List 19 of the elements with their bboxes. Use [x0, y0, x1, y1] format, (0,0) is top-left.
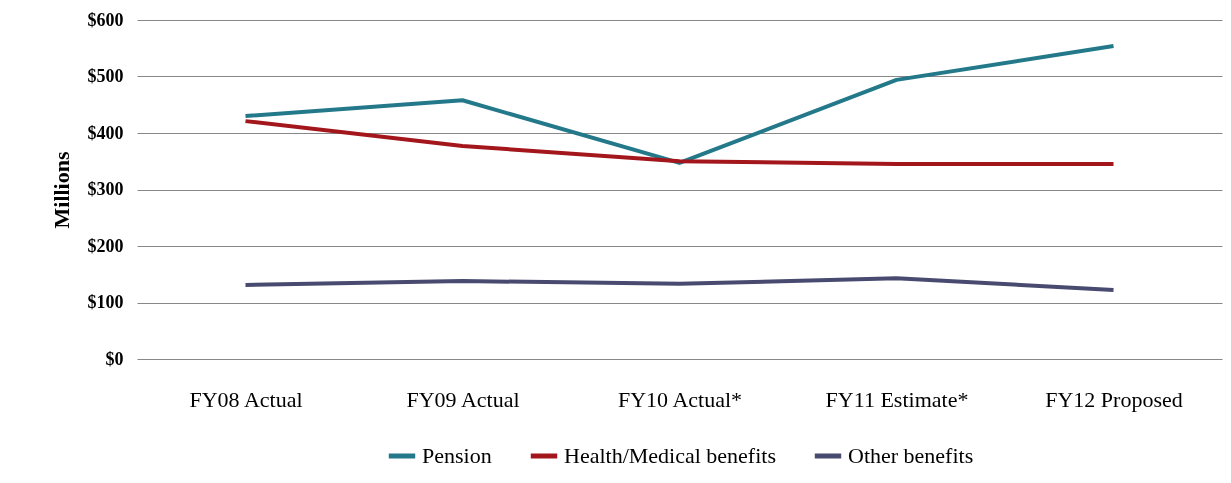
- y-tick-label: $200: [87, 235, 124, 256]
- y-tick-label: $300: [87, 179, 124, 199]
- line-series: [243, 276, 1116, 293]
- legend-label: Health/Medical benefits: [564, 443, 776, 468]
- x-tick-label: FY08 Actual: [189, 386, 303, 412]
- y-tick-label: $100: [87, 292, 124, 312]
- y-tick-label: $400: [87, 122, 124, 143]
- y-tick-label: $600: [87, 9, 124, 30]
- line-series: [243, 119, 1116, 167]
- x-tick-label: FY09 Actual: [406, 386, 520, 412]
- x-tick-label: FY11 Estimate*: [825, 386, 969, 412]
- x-tick-label: FY10 Actual*: [617, 386, 743, 412]
- y-axis-title: Millions: [48, 151, 74, 229]
- legend-label: Pension: [422, 443, 492, 468]
- x-tick-label: FY12 Proposed: [1045, 386, 1183, 412]
- line-series: [243, 43, 1116, 165]
- y-tick-label: $500: [87, 66, 124, 86]
- y-tick-label: $0: [105, 348, 124, 369]
- legend-label: Other benefits: [848, 443, 974, 468]
